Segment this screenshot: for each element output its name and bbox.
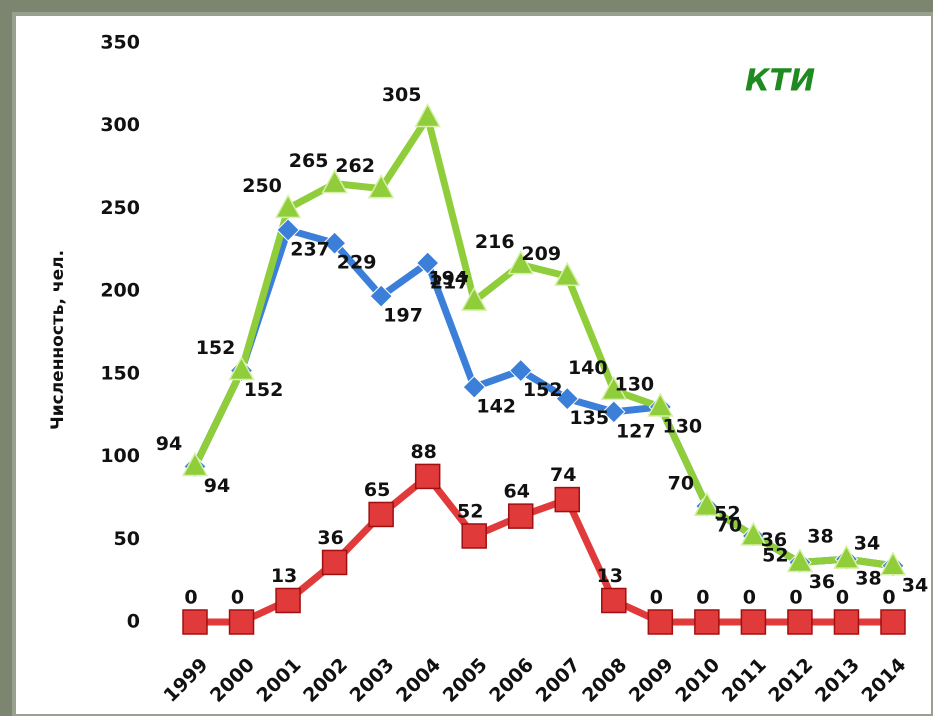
data-label: 237 bbox=[290, 238, 330, 260]
marker bbox=[695, 610, 719, 634]
data-label: 262 bbox=[335, 155, 375, 177]
data-label: 36 bbox=[317, 527, 343, 549]
marker bbox=[416, 464, 440, 488]
marker bbox=[834, 610, 858, 634]
y-tick-label: 250 bbox=[100, 197, 140, 219]
page: {"chart_data": {"type": "line", "title":… bbox=[0, 0, 933, 716]
y-tick-label: 100 bbox=[100, 445, 140, 467]
data-label: 216 bbox=[475, 231, 515, 253]
data-label: 38 bbox=[807, 526, 833, 548]
y-axis-label: Численность, чел. bbox=[48, 250, 68, 430]
data-label: 94 bbox=[204, 475, 230, 497]
data-label: 135 bbox=[569, 407, 609, 429]
data-label: 0 bbox=[743, 587, 756, 609]
marker bbox=[462, 524, 486, 548]
marker bbox=[741, 610, 765, 634]
data-label: 38 bbox=[855, 568, 881, 590]
marker bbox=[555, 488, 579, 512]
marker bbox=[369, 502, 393, 526]
data-label: 0 bbox=[231, 587, 244, 609]
data-label: 74 bbox=[550, 464, 576, 486]
marker bbox=[881, 610, 905, 634]
data-label: 152 bbox=[523, 379, 563, 401]
y-tick-label: 300 bbox=[100, 114, 140, 136]
data-label: 127 bbox=[616, 420, 656, 442]
data-label: 209 bbox=[521, 243, 561, 265]
marker bbox=[183, 610, 207, 634]
data-label: 13 bbox=[597, 565, 623, 587]
data-label: 0 bbox=[696, 587, 709, 609]
marker bbox=[788, 610, 812, 634]
chart: КТИ Численность, чел. 0 50 100 150 200 250 300… bbox=[0, 0, 933, 716]
y-tick-label: 50 bbox=[114, 528, 140, 550]
data-label: 0 bbox=[789, 587, 802, 609]
y-tick-label: 0 bbox=[127, 611, 140, 633]
data-label: 0 bbox=[184, 587, 197, 609]
data-label: 130 bbox=[662, 415, 702, 437]
data-label: 265 bbox=[289, 150, 329, 172]
data-label: 194 bbox=[428, 268, 468, 290]
data-label: 0 bbox=[650, 587, 663, 609]
marker bbox=[648, 610, 672, 634]
data-label: 36 bbox=[809, 571, 835, 593]
marker bbox=[276, 588, 300, 612]
data-label: 0 bbox=[882, 587, 895, 609]
data-label: 250 bbox=[242, 175, 282, 197]
data-label: 152 bbox=[244, 379, 284, 401]
data-label: 13 bbox=[271, 565, 297, 587]
data-label: 140 bbox=[568, 357, 608, 379]
data-label: 64 bbox=[504, 481, 530, 503]
data-label: 142 bbox=[476, 396, 516, 418]
data-label: 36 bbox=[761, 529, 787, 551]
data-label: 152 bbox=[196, 337, 236, 359]
chart-title: КТИ bbox=[745, 64, 815, 99]
data-label: 305 bbox=[382, 84, 422, 106]
data-label: 130 bbox=[614, 373, 654, 395]
marker bbox=[509, 504, 533, 528]
y-tick-label: 150 bbox=[100, 362, 140, 384]
data-label: 52 bbox=[457, 500, 483, 522]
marker bbox=[230, 610, 254, 634]
data-label: 0 bbox=[836, 587, 849, 609]
data-label: 65 bbox=[364, 479, 390, 501]
data-label: 52 bbox=[714, 502, 740, 524]
data-label: 70 bbox=[668, 473, 694, 495]
marker bbox=[602, 588, 626, 612]
data-label: 88 bbox=[410, 441, 436, 463]
data-label: 34 bbox=[902, 574, 928, 596]
data-label: 34 bbox=[854, 532, 880, 554]
y-tick-label: 350 bbox=[100, 32, 140, 54]
data-label: 94 bbox=[156, 433, 182, 455]
y-tick-label: 200 bbox=[100, 280, 140, 302]
data-label: 197 bbox=[383, 305, 423, 327]
marker bbox=[323, 550, 347, 574]
data-label: 229 bbox=[337, 252, 377, 274]
